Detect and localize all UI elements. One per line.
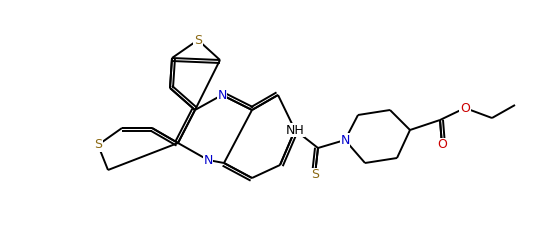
Text: NH: NH xyxy=(286,124,304,136)
Text: S: S xyxy=(311,169,319,182)
Text: N: N xyxy=(217,88,226,102)
Text: N: N xyxy=(203,153,213,167)
Text: S: S xyxy=(194,34,202,47)
Text: O: O xyxy=(460,102,470,115)
Text: S: S xyxy=(94,138,102,151)
Text: N: N xyxy=(340,133,350,146)
Text: O: O xyxy=(437,138,447,151)
